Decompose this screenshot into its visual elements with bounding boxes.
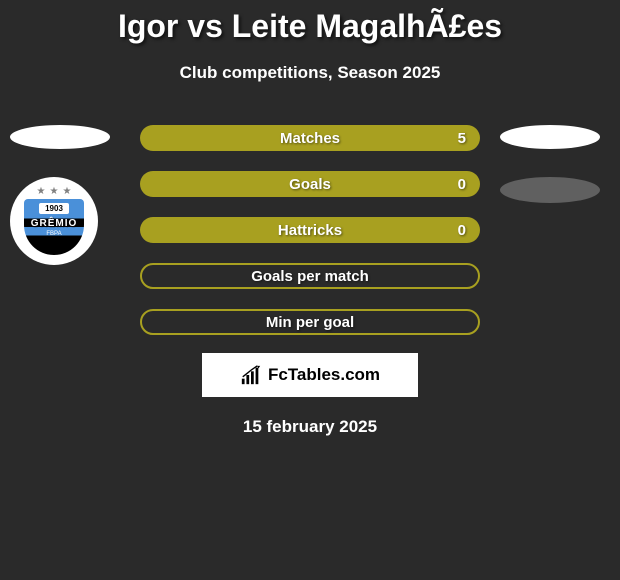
chart-icon: [240, 364, 262, 386]
date-footer: 15 february 2025: [243, 417, 377, 437]
right-avatar-placeholder: [500, 125, 600, 149]
star-icon: ★: [50, 186, 59, 197]
page-title: Igor vs Leite MagalhÃ£es: [118, 8, 502, 45]
stat-label: Matches: [280, 130, 340, 147]
stat-row-hattricks: Hattricks 0: [140, 217, 480, 243]
star-icon: ★: [62, 186, 71, 197]
badge-name: GRÊMIO: [31, 218, 78, 229]
stat-label: Hattricks: [278, 222, 342, 239]
left-avatar-placeholder: [10, 125, 110, 149]
stat-row-goals: Goals 0: [140, 171, 480, 197]
badge-stars: ★ ★ ★: [19, 186, 89, 197]
main-container: Igor vs Leite MagalhÃ£es Club competitio…: [0, 0, 620, 437]
star-icon: ★: [37, 186, 46, 197]
stat-right-value: 5: [458, 130, 466, 147]
stat-label: Min per goal: [266, 314, 354, 331]
badge-year: 1903: [39, 203, 69, 214]
stats-list: Matches 5 Goals 0 Hattricks 0 Goals per …: [140, 125, 480, 335]
stat-right-value: 0: [458, 222, 466, 239]
stat-right-value: 0: [458, 176, 466, 193]
branding-box: FcTables.com: [202, 353, 418, 397]
left-player-column: ★ ★ ★ 1903 GRÊMIO FBPA: [10, 125, 110, 265]
stat-row-goals-per-match: Goals per match: [140, 263, 480, 289]
stat-row-matches: Matches 5: [140, 125, 480, 151]
stat-row-min-per-goal: Min per goal: [140, 309, 480, 335]
badge-inner: ★ ★ ★ 1903 GRÊMIO FBPA: [19, 186, 89, 256]
left-club-badge: ★ ★ ★ 1903 GRÊMIO FBPA: [10, 177, 98, 265]
stats-area: ★ ★ ★ 1903 GRÊMIO FBPA Matches: [0, 125, 620, 335]
branding-text: FcTables.com: [268, 365, 380, 385]
badge-shield: 1903 GRÊMIO FBPA: [24, 199, 84, 255]
stat-label: Goals: [289, 176, 331, 193]
badge-sub: FBPA: [46, 231, 61, 237]
stat-label: Goals per match: [251, 268, 369, 285]
page-subtitle: Club competitions, Season 2025: [180, 63, 441, 83]
right-club-placeholder: [500, 177, 600, 203]
right-player-column: [500, 125, 600, 203]
